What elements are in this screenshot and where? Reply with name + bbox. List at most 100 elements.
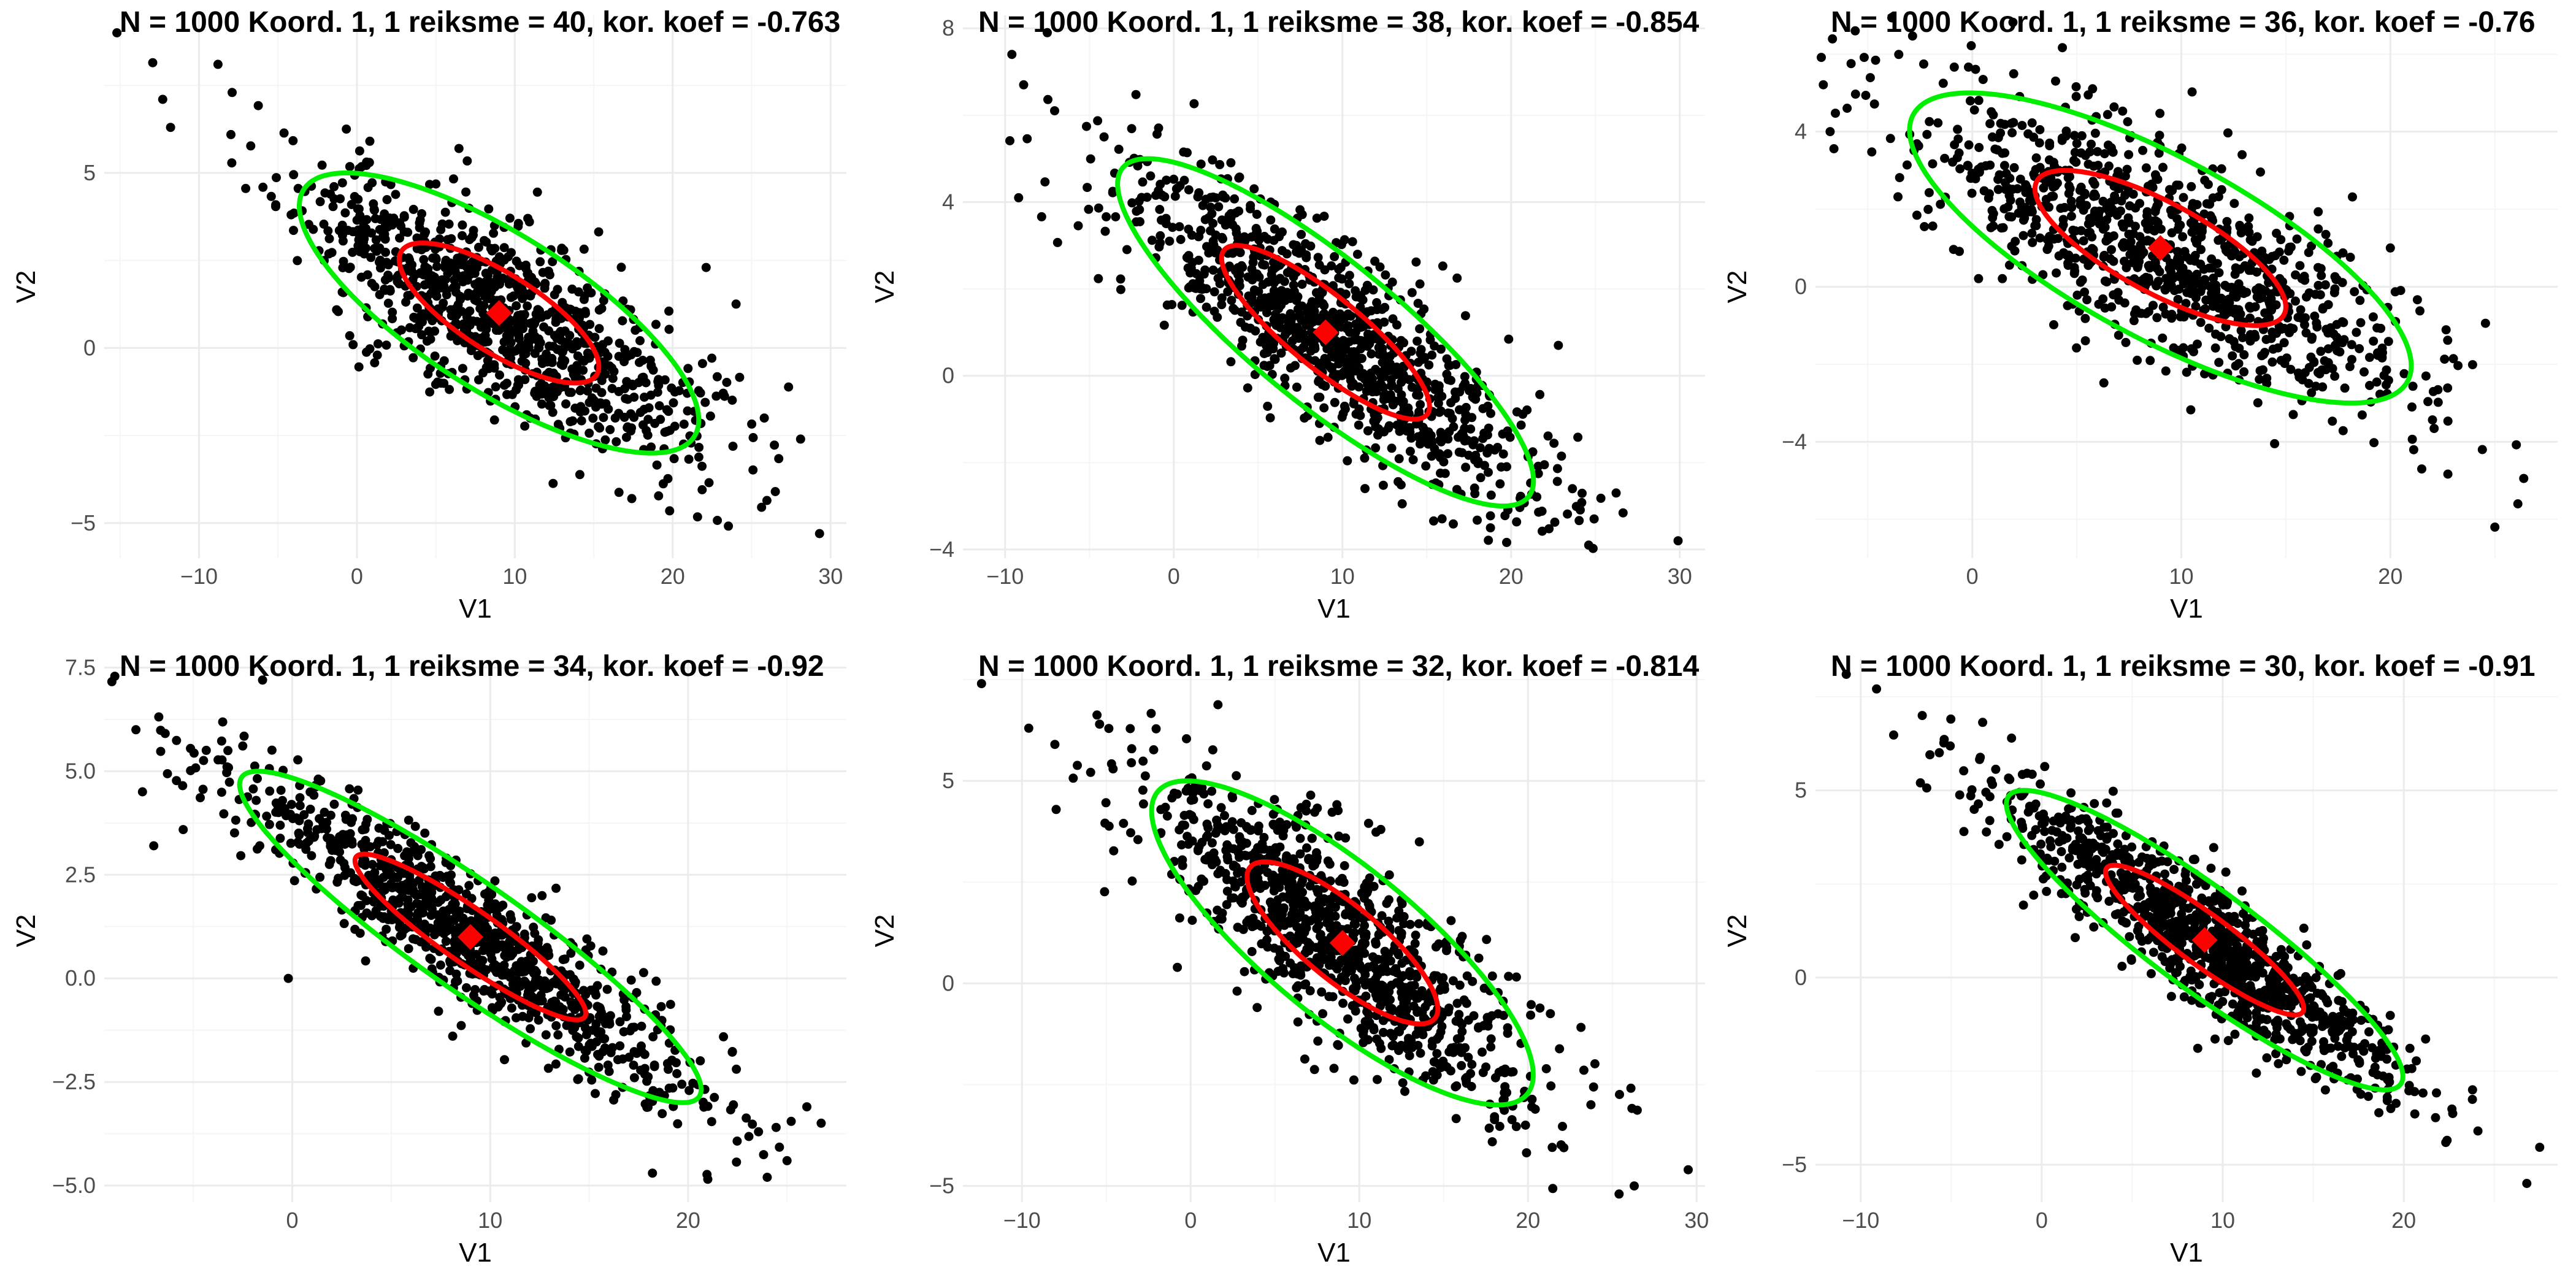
data-point <box>426 954 436 964</box>
data-point <box>2144 307 2153 316</box>
data-point <box>1449 519 1458 529</box>
data-point <box>198 784 208 794</box>
data-point <box>1436 976 1446 986</box>
data-point <box>1263 277 1273 287</box>
data-point <box>683 406 692 416</box>
data-point <box>1978 75 1988 85</box>
data-point <box>2267 357 2277 367</box>
data-point <box>1371 443 1381 453</box>
data-point <box>2035 233 2045 243</box>
data-point <box>228 88 237 98</box>
data-point <box>566 305 576 315</box>
data-point <box>1394 454 1404 464</box>
data-point <box>627 494 637 504</box>
data-point <box>727 1047 737 1056</box>
data-point <box>575 386 585 396</box>
data-point <box>1376 380 1386 389</box>
data-point <box>1226 357 1236 367</box>
data-point <box>748 433 758 442</box>
data-point <box>1243 383 1252 393</box>
data-point <box>1251 229 1261 239</box>
data-point <box>238 741 248 751</box>
data-point <box>1611 488 1621 498</box>
data-point <box>2229 199 2239 209</box>
data-point <box>361 819 371 829</box>
data-point <box>2153 277 2163 286</box>
data-point <box>1265 413 1275 423</box>
data-point <box>2229 337 2239 347</box>
data-point <box>1471 450 1481 460</box>
data-point <box>1949 62 1959 72</box>
data-point <box>1262 935 1272 945</box>
data-point <box>1538 526 1547 536</box>
data-point <box>1218 234 1227 243</box>
data-point <box>279 128 289 138</box>
data-point <box>338 236 348 246</box>
data-point <box>2161 366 2171 376</box>
data-point <box>1351 919 1360 929</box>
x-tick-label: 0 <box>1966 564 1979 589</box>
data-point <box>1405 1051 1414 1060</box>
data-point <box>2440 355 2450 364</box>
data-point <box>423 887 433 897</box>
data-point <box>1357 353 1367 363</box>
data-point <box>2131 221 2140 231</box>
data-point <box>2375 389 2385 399</box>
data-point <box>774 454 784 464</box>
data-point <box>1288 312 1298 322</box>
data-point <box>1194 188 1204 197</box>
data-point <box>638 968 648 978</box>
data-point <box>420 229 429 239</box>
data-point <box>1233 868 1243 878</box>
data-point <box>673 1119 683 1129</box>
data-point <box>1300 1054 1309 1064</box>
data-point <box>569 974 578 984</box>
data-point <box>2118 222 2128 232</box>
data-point <box>1240 322 1250 332</box>
data-point <box>342 125 351 134</box>
data-point <box>728 442 738 451</box>
mean-marker <box>2147 235 2174 261</box>
data-point <box>1577 497 1587 507</box>
data-point <box>1577 488 1587 498</box>
data-point <box>2181 299 2191 309</box>
data-point <box>302 838 312 848</box>
data-point <box>703 1102 713 1111</box>
data-point <box>572 368 581 378</box>
data-point <box>404 910 413 919</box>
y-tick-label: −5 <box>71 510 96 535</box>
data-point <box>2042 245 2052 255</box>
data-point <box>1442 354 1452 364</box>
data-point <box>324 234 334 243</box>
data-point <box>420 828 430 838</box>
data-point <box>2490 522 2500 532</box>
data-point <box>703 1175 713 1184</box>
data-point <box>2136 276 2146 286</box>
data-point <box>1235 172 1244 182</box>
data-point <box>1340 861 1349 870</box>
data-point <box>1204 213 1213 223</box>
data-point <box>2379 370 2389 380</box>
data-point <box>2124 229 2134 239</box>
data-point <box>148 58 158 67</box>
data-point <box>1196 159 1206 169</box>
data-point <box>1527 1000 1536 1010</box>
data-point <box>530 277 540 287</box>
data-point <box>2061 126 2071 136</box>
data-point <box>1923 204 1933 214</box>
data-point <box>651 320 661 329</box>
data-point <box>1258 332 1268 342</box>
data-point <box>454 144 464 153</box>
data-point <box>1208 155 1217 165</box>
data-point <box>602 984 612 994</box>
data-point <box>2382 380 2391 389</box>
data-point <box>1444 1047 1454 1057</box>
data-point <box>497 997 507 1007</box>
data-point <box>1555 1044 1565 1054</box>
data-point <box>1443 408 1453 418</box>
data-point <box>326 190 335 199</box>
data-point <box>667 1056 677 1065</box>
data-point <box>664 1064 673 1074</box>
data-point <box>1216 803 1226 813</box>
